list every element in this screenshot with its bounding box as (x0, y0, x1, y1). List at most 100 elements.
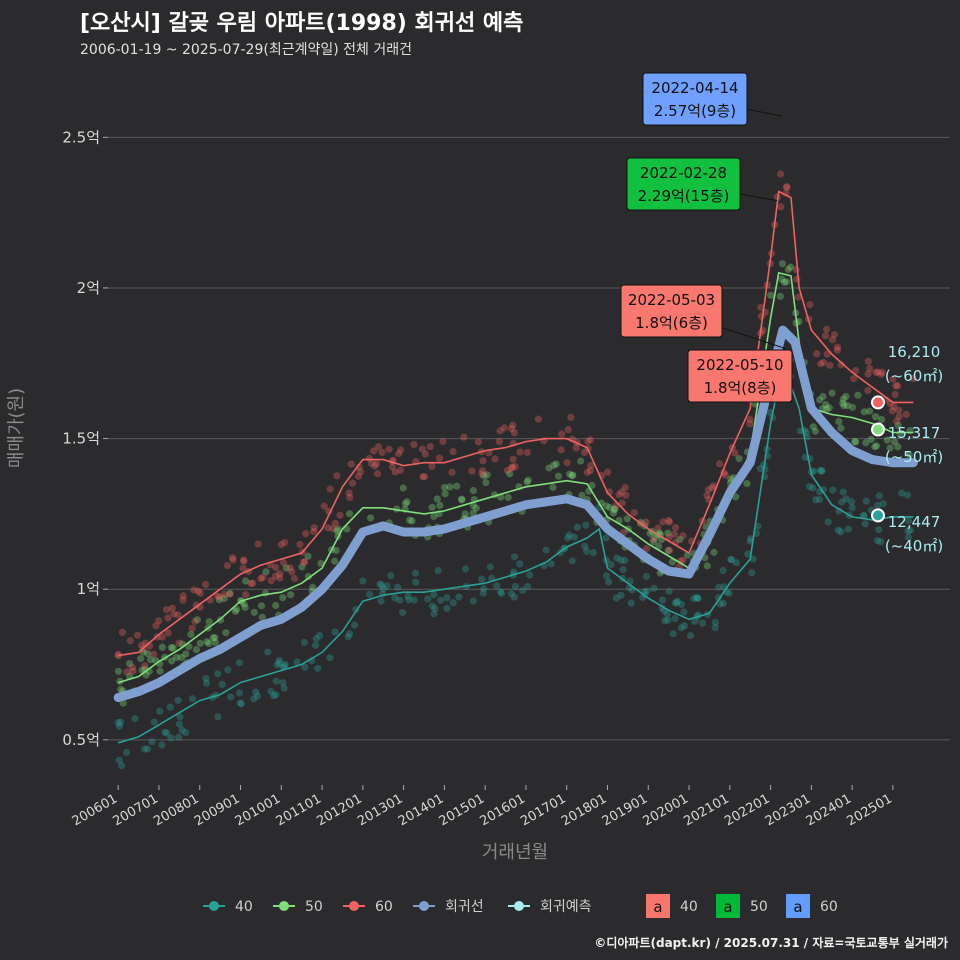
scatter-point-60 (793, 275, 801, 283)
scatter-point-40 (351, 621, 359, 629)
scatter-point-40 (175, 733, 183, 741)
scatter-point-40 (163, 729, 171, 737)
scatter-point-40 (510, 553, 519, 561)
scatter-point-40 (829, 486, 837, 494)
scatter-point-60 (586, 436, 595, 444)
scatter-point-50 (408, 517, 416, 525)
scatter-point-50 (257, 602, 266, 610)
scatter-point-60 (823, 350, 831, 358)
scatter-point-60 (345, 489, 353, 497)
x-tick-label: 202501 (844, 791, 894, 829)
scatter-point-60 (296, 540, 304, 549)
x-axis-title: 거래년월 (482, 842, 548, 863)
scatter-point-40 (815, 495, 824, 504)
scatter-points (114, 170, 917, 770)
scatter-point-40 (272, 691, 280, 699)
scatter-point-40 (839, 488, 847, 496)
scatter-point-60 (746, 420, 754, 428)
scatter-point-60 (509, 455, 517, 463)
x-tick-label: 201501 (437, 791, 487, 829)
scatter-point-50 (167, 644, 175, 652)
scatter-point-60 (271, 572, 280, 580)
scatter-point-60 (374, 442, 383, 451)
scatter-point-60 (225, 590, 234, 598)
scatter-point-60 (162, 606, 171, 614)
scatter-point-40 (519, 586, 527, 594)
x-tick-label: 202001 (641, 791, 691, 829)
scatter-point-40 (605, 578, 613, 586)
scatter-point-40 (589, 549, 597, 557)
scatter-point-60 (478, 470, 486, 478)
callout-date: 2022-02-28 (640, 164, 727, 182)
scatter-point-60 (410, 440, 418, 449)
scatter-point-60 (679, 532, 687, 540)
scatter-point-40 (812, 496, 820, 504)
scatter-point-50 (483, 471, 491, 479)
scatter-point-50 (890, 438, 899, 446)
scatter-point-40 (267, 687, 275, 695)
end-value: 12,447 (888, 513, 941, 531)
scatter-point-60 (806, 301, 814, 309)
scatter-point-40 (117, 762, 126, 770)
scatter-point-50 (146, 656, 155, 664)
scatter-point-50 (193, 616, 201, 624)
scatter-point-60 (618, 488, 626, 496)
scatter-point-40 (218, 680, 226, 688)
scatter-point-60 (201, 580, 210, 589)
scatter-point-40 (377, 597, 385, 605)
scatter-point-60 (828, 336, 837, 344)
scatter-point-50 (211, 639, 219, 647)
scatter-point-60 (580, 448, 589, 457)
scatter-point-60 (249, 579, 257, 587)
scatter-point-60 (864, 386, 872, 395)
series-line-40 (117, 360, 914, 744)
scatter-point-50 (436, 501, 444, 509)
scatter-point-60 (448, 468, 456, 476)
scatter-point-60 (141, 662, 149, 670)
scatter-point-50 (258, 613, 266, 621)
scatter-point-60 (822, 325, 831, 333)
x-tick-label: 201001 (233, 791, 283, 829)
x-tick-label: 201901 (600, 791, 650, 829)
scatter-point-40 (715, 583, 723, 591)
scatter-point-40 (564, 534, 572, 542)
scatter-point-50 (886, 444, 894, 452)
scatter-point-50 (848, 403, 857, 411)
scatter-point-50 (211, 633, 219, 642)
series-line-60 (118, 190, 914, 657)
scatter-point-40 (756, 465, 764, 473)
scatter-point-50 (871, 413, 880, 421)
scatter-point-40 (167, 734, 175, 742)
x-tick-label: 201801 (559, 791, 609, 829)
scatter-point-60 (508, 464, 516, 472)
legend-marker (514, 901, 524, 911)
scatter-point-50 (651, 533, 659, 541)
scatter-point-40 (570, 533, 578, 541)
scatter-point-50 (545, 464, 553, 472)
scatter-point-50 (825, 404, 833, 412)
legend: 40 50 60 회귀선 회귀예측 a 40 a 50 a 60 (203, 894, 838, 918)
scatter-point-60 (665, 516, 673, 525)
scatter-point-50 (606, 503, 614, 512)
scatter-point-40 (680, 622, 688, 630)
scatter-point-60 (290, 574, 299, 583)
scatter-point-40 (312, 635, 320, 643)
end-area: (~50㎡) (885, 448, 943, 466)
scatter-point-40 (175, 720, 183, 728)
scatter-point-60 (281, 538, 289, 547)
scatter-point-60 (158, 633, 166, 641)
scatter-point-40 (879, 500, 888, 508)
scatter-point-60 (586, 466, 594, 475)
scatter-point-50 (458, 496, 466, 504)
scatter-point-40 (174, 696, 182, 704)
scatter-point-60 (300, 558, 308, 566)
scatter-point-50 (664, 529, 672, 537)
scatter-point-60 (242, 591, 250, 599)
scatter-point-40 (816, 467, 824, 475)
scatter-point-40 (671, 599, 679, 607)
scatter-point-40 (311, 641, 320, 649)
scatter-point-60 (583, 468, 592, 476)
scatter-point-40 (455, 593, 463, 601)
scatter-point-60 (864, 357, 872, 365)
scatter-point-60 (895, 413, 903, 421)
